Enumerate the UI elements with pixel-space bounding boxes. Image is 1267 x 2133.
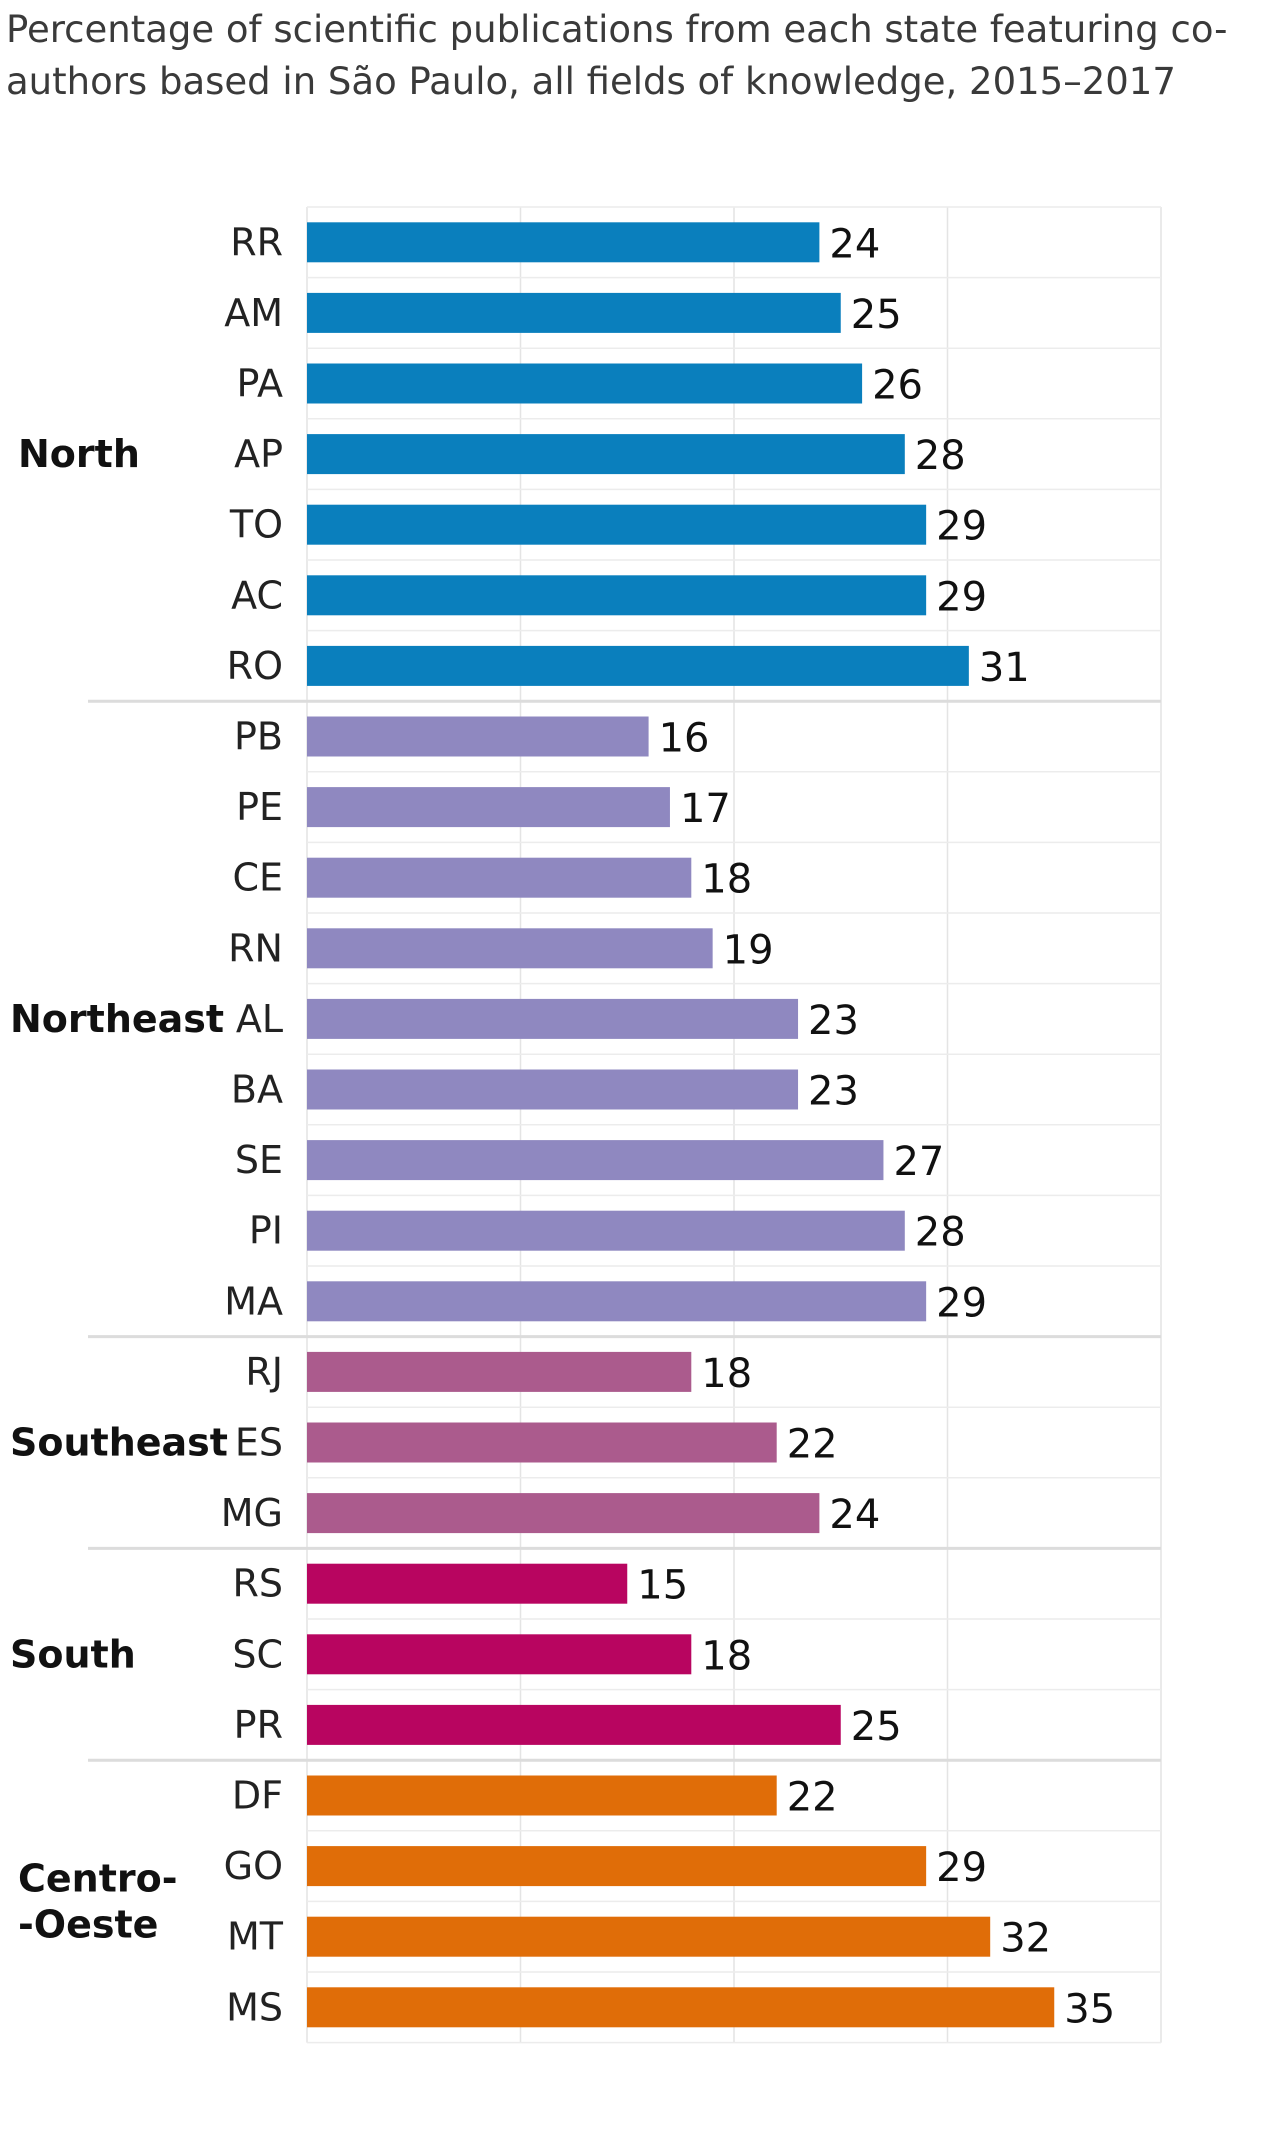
value-label: 29 xyxy=(936,504,987,550)
bar xyxy=(307,928,713,969)
value-label: 32 xyxy=(1000,1916,1051,1962)
state-label: ES xyxy=(235,1421,283,1465)
group-label: North xyxy=(18,432,140,476)
value-label: 18 xyxy=(701,857,752,903)
state-label: SC xyxy=(232,1632,283,1676)
bar xyxy=(307,504,927,545)
bar xyxy=(307,787,670,828)
bars xyxy=(307,222,1055,2028)
group-label: Northeast xyxy=(10,997,224,1041)
state-label: AM xyxy=(224,291,283,335)
labels: RR 24 AM 25 PA 26 AP 28 TO 29 AC 29 RO 31 North PB 16 PE 1… xyxy=(10,220,1115,2032)
state-label: PE xyxy=(236,785,283,829)
value-label: 29 xyxy=(936,574,987,620)
value-label: 29 xyxy=(936,1280,987,1326)
value-label: 15 xyxy=(637,1563,688,1609)
value-label: 16 xyxy=(659,716,710,762)
state-label: RN xyxy=(228,926,283,970)
bar xyxy=(307,1846,927,1887)
chart-title: Percentage of scientific publications fr… xyxy=(6,8,1228,103)
value-label: 24 xyxy=(829,221,880,267)
bar xyxy=(307,1916,991,1957)
state-label: AC xyxy=(231,573,283,617)
state-label: RJ xyxy=(245,1350,283,1394)
bar xyxy=(307,716,649,757)
value-label: 25 xyxy=(851,1704,902,1750)
value-label: 23 xyxy=(808,1069,859,1115)
bar xyxy=(307,1775,777,1816)
group-label: Centro- xyxy=(18,1856,178,1900)
state-label: MA xyxy=(224,1279,283,1323)
state-label: RR xyxy=(230,220,283,264)
state-label: PA xyxy=(237,362,283,406)
bar xyxy=(307,645,969,686)
bar xyxy=(307,1422,777,1463)
state-label: RO xyxy=(227,644,283,688)
value-label: 35 xyxy=(1064,1986,1115,2032)
state-label: AP xyxy=(234,432,283,476)
state-label: MT xyxy=(227,1915,284,1959)
value-label: 25 xyxy=(851,292,902,338)
state-label: SE xyxy=(235,1138,283,1182)
value-label: 27 xyxy=(893,1139,944,1185)
value-label: 26 xyxy=(872,363,923,409)
state-label: GO xyxy=(224,1844,283,1888)
bar xyxy=(307,998,799,1039)
bar xyxy=(307,434,905,475)
bar xyxy=(307,1634,692,1675)
bar xyxy=(307,1563,628,1604)
bar xyxy=(307,292,841,333)
value-label: 24 xyxy=(829,1492,880,1538)
value-label: 28 xyxy=(915,1210,966,1256)
state-label: PR xyxy=(234,1703,283,1747)
state-label: TO xyxy=(229,503,283,547)
state-label: BA xyxy=(231,1068,283,1112)
group-label: -Oeste xyxy=(18,1902,158,1946)
value-label: 22 xyxy=(787,1422,838,1468)
bar xyxy=(307,1493,820,1534)
value-label: 29 xyxy=(936,1845,987,1891)
state-label: AL xyxy=(236,997,283,1041)
bar xyxy=(307,1281,927,1322)
bar xyxy=(307,857,692,898)
group-separators xyxy=(88,206,1161,2044)
bar xyxy=(307,575,927,616)
bar xyxy=(307,1140,884,1181)
value-label: 31 xyxy=(979,645,1030,691)
state-label: DF xyxy=(232,1774,283,1818)
state-label: MG xyxy=(221,1491,283,1535)
value-label: 17 xyxy=(680,786,731,832)
value-label: 23 xyxy=(808,998,859,1044)
value-label: 18 xyxy=(701,1351,752,1397)
group-label: Southeast xyxy=(10,1421,228,1465)
bar xyxy=(307,363,863,404)
bar xyxy=(307,1210,905,1251)
state-label: CE xyxy=(232,856,283,900)
value-label: 19 xyxy=(723,927,774,973)
state-label: RS xyxy=(232,1562,283,1606)
bar xyxy=(307,1351,692,1392)
bar xyxy=(307,1987,1055,2028)
bar xyxy=(307,1069,799,1110)
bar xyxy=(307,1704,841,1745)
value-label: 22 xyxy=(787,1775,838,1821)
value-label: 28 xyxy=(915,433,966,479)
bar xyxy=(307,222,820,263)
value-label: 18 xyxy=(701,1633,752,1679)
state-label: PB xyxy=(234,715,283,759)
group-label: South xyxy=(10,1632,136,1676)
state-label: MS xyxy=(226,1985,283,2029)
state-label: PI xyxy=(249,1209,283,1253)
